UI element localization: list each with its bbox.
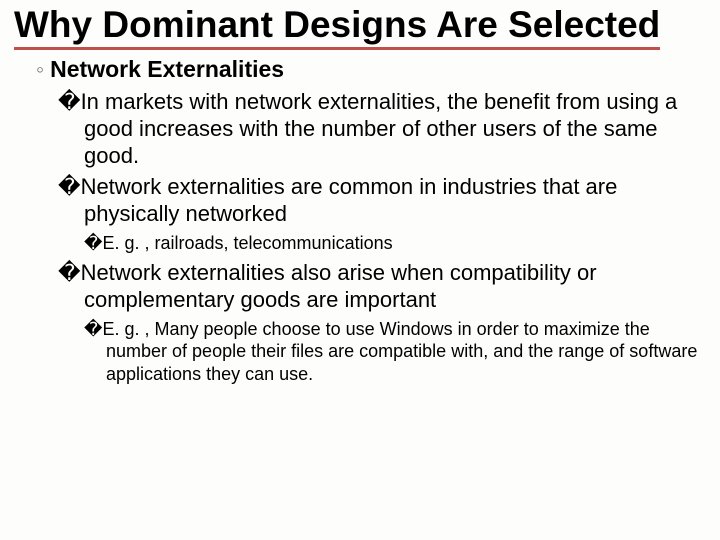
slide-title: Why Dominant Designs Are Selected — [14, 4, 660, 50]
bullet-2: �Network externalities are common in ind… — [58, 174, 706, 228]
bullet-3a-text: E. g. , Many people choose to use Window… — [102, 319, 697, 384]
bullet-2a: �E. g. , railroads, telecommunications — [84, 232, 706, 255]
square-bullet-icon: � — [84, 319, 102, 339]
square-bullet-icon: � — [58, 89, 81, 114]
bullet-1-text: In markets with network externalities, t… — [81, 89, 678, 168]
square-bullet-icon: � — [58, 260, 81, 285]
bullet-2a-text: E. g. , railroads, telecommunications — [102, 233, 392, 253]
square-bullet-icon: � — [58, 174, 81, 199]
bullet-1: �In markets with network externalities, … — [58, 89, 706, 169]
bullet-3-text: Network externalities also arise when co… — [81, 260, 597, 312]
square-bullet-icon: � — [84, 233, 102, 253]
sub-marker: ◦ — [36, 56, 44, 82]
subheading: ◦Network Externalities — [36, 56, 706, 83]
sub-label: Network Externalities — [50, 56, 284, 82]
bullet-2-text: Network externalities are common in indu… — [81, 174, 618, 226]
bullet-3: �Network externalities also arise when c… — [58, 260, 706, 314]
bullet-3a: �E. g. , Many people choose to use Windo… — [84, 318, 706, 386]
